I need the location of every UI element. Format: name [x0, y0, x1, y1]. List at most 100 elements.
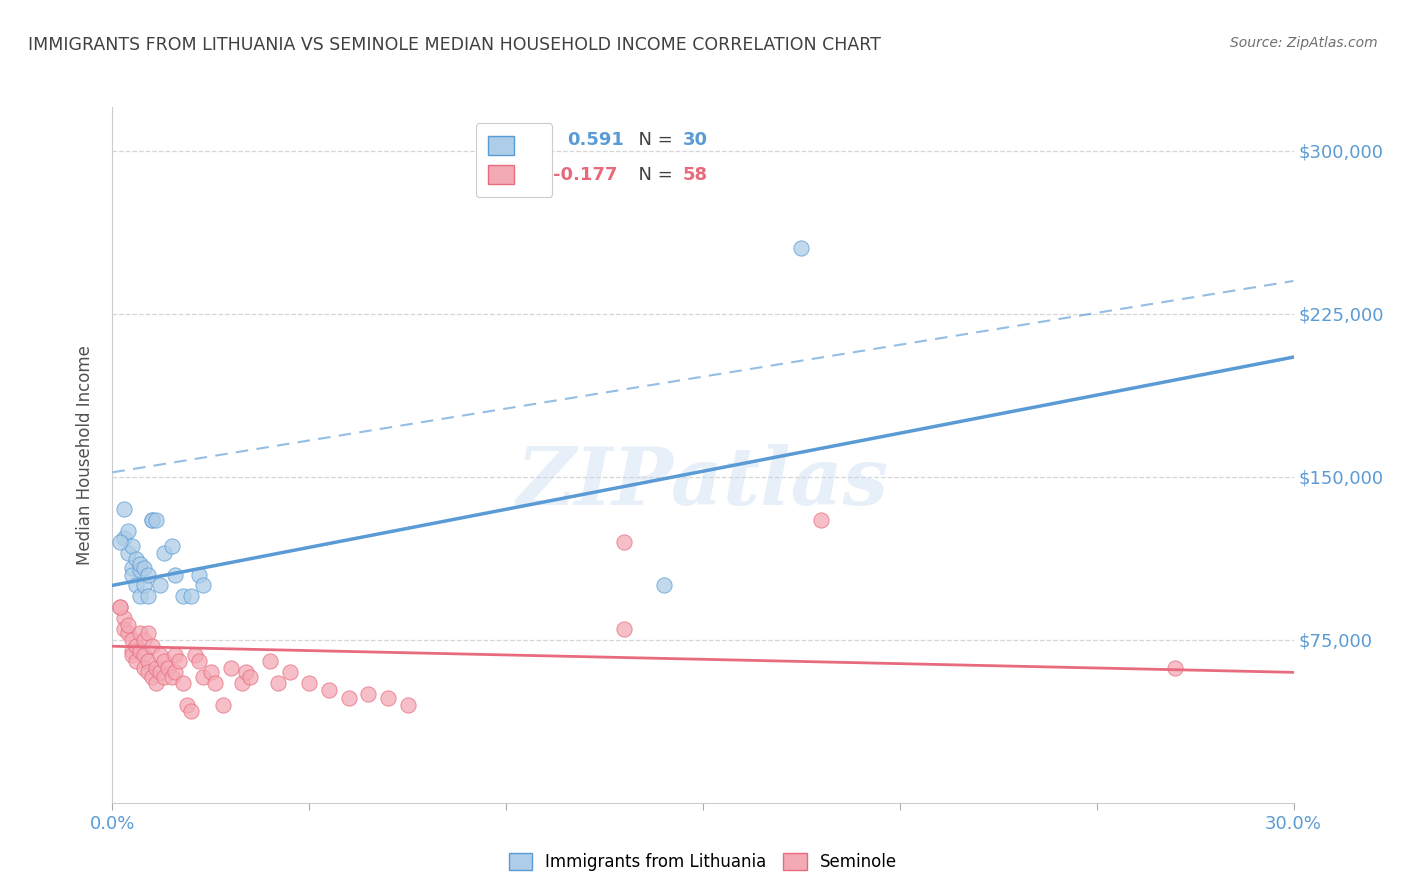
- Point: [180, 705, 202, 719]
- Point: [235, 665, 257, 680]
- Point: [110, 600, 132, 615]
- Point: [136, 567, 159, 582]
- Point: [136, 665, 159, 680]
- Point: [129, 589, 152, 603]
- Point: [136, 655, 159, 669]
- Point: [125, 655, 148, 669]
- Point: [278, 665, 301, 680]
- Point: [129, 557, 152, 571]
- Point: [141, 513, 163, 527]
- Text: -0.177: -0.177: [553, 166, 617, 184]
- Point: [125, 578, 148, 592]
- Point: [110, 600, 132, 615]
- Point: [129, 626, 152, 640]
- Point: [125, 639, 148, 653]
- Point: [117, 546, 139, 560]
- Point: [191, 578, 214, 592]
- Point: [219, 661, 242, 675]
- Text: IMMIGRANTS FROM LITHUANIA VS SEMINOLE MEDIAN HOUSEHOLD INCOME CORRELATION CHART: IMMIGRANTS FROM LITHUANIA VS SEMINOLE ME…: [28, 36, 882, 54]
- Point: [129, 643, 152, 657]
- Legend: Immigrants from Lithuania, Seminole: Immigrants from Lithuania, Seminole: [501, 845, 905, 880]
- Point: [396, 698, 419, 712]
- Point: [810, 513, 832, 527]
- Text: R =: R =: [508, 166, 547, 184]
- Point: [121, 567, 143, 582]
- Point: [132, 648, 155, 662]
- Text: N =: N =: [627, 131, 679, 149]
- Point: [377, 691, 399, 706]
- Point: [121, 632, 143, 647]
- Point: [652, 578, 675, 592]
- Point: [141, 513, 163, 527]
- Point: [125, 552, 148, 566]
- Point: [141, 639, 163, 653]
- Point: [298, 676, 321, 690]
- Point: [169, 655, 191, 669]
- Point: [117, 626, 139, 640]
- Text: N =: N =: [627, 166, 679, 184]
- Point: [112, 502, 135, 516]
- Point: [132, 561, 155, 575]
- Point: [136, 626, 159, 640]
- Point: [613, 535, 636, 549]
- Point: [180, 589, 202, 603]
- Point: [160, 670, 183, 684]
- Point: [200, 665, 222, 680]
- Point: [231, 676, 253, 690]
- Point: [129, 563, 152, 577]
- Point: [117, 617, 139, 632]
- Point: [112, 531, 135, 545]
- Point: [337, 691, 360, 706]
- Point: [145, 513, 167, 527]
- Point: [172, 676, 194, 690]
- Point: [160, 539, 183, 553]
- Point: [318, 682, 340, 697]
- Point: [188, 655, 211, 669]
- Point: [239, 670, 262, 684]
- Point: [259, 655, 281, 669]
- Point: [165, 665, 187, 680]
- Point: [156, 661, 179, 675]
- Text: Source: ZipAtlas.com: Source: ZipAtlas.com: [1230, 36, 1378, 50]
- Point: [165, 648, 187, 662]
- Point: [1164, 661, 1187, 675]
- Point: [145, 676, 167, 690]
- Point: [267, 676, 290, 690]
- Text: ZIPatlas: ZIPatlas: [517, 444, 889, 522]
- Point: [172, 589, 194, 603]
- Point: [149, 665, 172, 680]
- Point: [152, 546, 174, 560]
- Point: [211, 698, 233, 712]
- Point: [121, 539, 143, 553]
- Point: [149, 648, 172, 662]
- Point: [184, 648, 207, 662]
- Point: [141, 670, 163, 684]
- Point: [145, 661, 167, 675]
- Point: [204, 676, 226, 690]
- Point: [121, 643, 143, 657]
- Text: 30: 30: [683, 131, 709, 149]
- Y-axis label: Median Household Income: Median Household Income: [76, 345, 94, 565]
- Point: [152, 655, 174, 669]
- Text: R =: R =: [508, 131, 553, 149]
- Point: [165, 567, 187, 582]
- Point: [149, 578, 172, 592]
- Text: 0.591: 0.591: [567, 131, 624, 149]
- Point: [152, 670, 174, 684]
- Point: [188, 567, 211, 582]
- Legend:   ,   : ,: [475, 123, 553, 197]
- Point: [117, 524, 139, 538]
- Point: [191, 670, 214, 684]
- Point: [112, 622, 135, 636]
- Point: [136, 589, 159, 603]
- Text: 58: 58: [683, 166, 709, 184]
- Point: [790, 241, 813, 255]
- Point: [132, 578, 155, 592]
- Point: [121, 648, 143, 662]
- Point: [110, 535, 132, 549]
- Point: [132, 661, 155, 675]
- Point: [121, 561, 143, 575]
- Point: [357, 687, 380, 701]
- Point: [613, 622, 636, 636]
- Point: [112, 611, 135, 625]
